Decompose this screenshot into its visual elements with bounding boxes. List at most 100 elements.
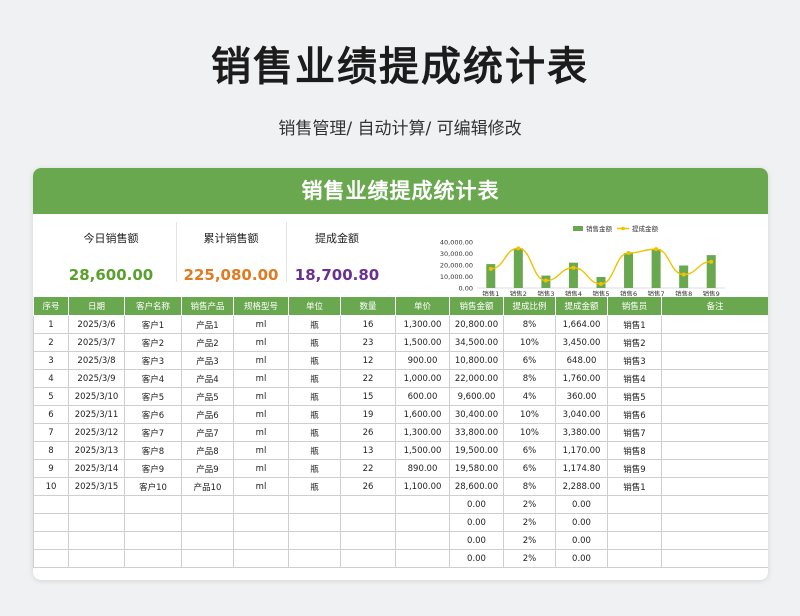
table-row[interactable]: 4 2025/3/9 客户4 产品4 ml 瓶 22 1,000.00 22,000.00 8% 1… (33, 369, 768, 388)
table-cell[interactable]: 4 (33, 369, 69, 388)
table-cell[interactable]: 10,800.00 (449, 351, 504, 370)
table-cell[interactable]: 1,300.00 (395, 315, 450, 334)
table-cell[interactable]: 7 (33, 423, 69, 442)
table-cell[interactable]: 10 (33, 477, 69, 496)
table-cell[interactable]: 客户8 (124, 441, 182, 460)
table-cell[interactable] (661, 531, 768, 550)
table-cell[interactable] (395, 531, 450, 550)
table-cell[interactable]: 6 (33, 405, 69, 424)
table-row[interactable]: 0.00 2% 0.00 (33, 495, 768, 514)
table-cell[interactable] (395, 513, 450, 532)
table-cell[interactable]: 销售4 (607, 369, 662, 388)
table-cell[interactable] (68, 513, 125, 532)
table-cell[interactable]: 产品1 (181, 315, 234, 334)
table-cell[interactable]: 9,600.00 (449, 387, 504, 406)
table-cell[interactable] (288, 549, 341, 568)
table-cell[interactable] (395, 549, 450, 568)
table-cell[interactable]: 客户5 (124, 387, 182, 406)
table-cell[interactable] (33, 531, 69, 550)
table-cell[interactable]: 15 (340, 387, 396, 406)
table-cell[interactable] (68, 495, 125, 514)
table-cell[interactable]: 产品5 (181, 387, 234, 406)
table-cell[interactable] (661, 369, 768, 388)
table-cell[interactable]: 2025/3/15 (68, 477, 125, 496)
table-cell[interactable]: ml (233, 405, 289, 424)
table-cell[interactable]: 1,664.00 (555, 315, 608, 334)
table-cell[interactable]: 瓶 (288, 315, 341, 334)
table-cell[interactable] (233, 513, 289, 532)
table-cell[interactable]: 2025/3/11 (68, 405, 125, 424)
table-cell[interactable]: 客户7 (124, 423, 182, 442)
table-cell[interactable] (661, 351, 768, 370)
table-cell[interactable] (288, 513, 341, 532)
table-cell[interactable]: 销售6 (607, 405, 662, 424)
table-cell[interactable]: 2025/3/13 (68, 441, 125, 460)
table-cell[interactable]: 30,400.00 (449, 405, 504, 424)
table-cell[interactable]: 产品8 (181, 441, 234, 460)
table-cell[interactable]: 8 (33, 441, 69, 460)
table-cell[interactable] (181, 495, 234, 514)
table-cell[interactable]: ml (233, 441, 289, 460)
table-cell[interactable]: 0.00 (555, 531, 608, 550)
table-cell[interactable]: ml (233, 387, 289, 406)
table-cell[interactable]: 6% (503, 441, 556, 460)
table-cell[interactable]: 产品6 (181, 405, 234, 424)
table-cell[interactable]: 6% (503, 351, 556, 370)
table-cell[interactable] (233, 549, 289, 568)
table-cell[interactable]: 瓶 (288, 369, 341, 388)
table-cell[interactable]: 1,500.00 (395, 333, 450, 352)
table-cell[interactable]: 客户4 (124, 369, 182, 388)
table-cell[interactable]: 360.00 (555, 387, 608, 406)
table-cell[interactable]: 600.00 (395, 387, 450, 406)
table-cell[interactable]: 3,040.00 (555, 405, 608, 424)
table-cell[interactable]: 瓶 (288, 405, 341, 424)
table-cell[interactable]: ml (233, 477, 289, 496)
table-cell[interactable]: 客户2 (124, 333, 182, 352)
table-cell[interactable]: ml (233, 333, 289, 352)
table-cell[interactable]: 2025/3/9 (68, 369, 125, 388)
table-cell[interactable]: 890.00 (395, 459, 450, 478)
table-cell[interactable]: 客户1 (124, 315, 182, 334)
table-cell[interactable]: 900.00 (395, 351, 450, 370)
table-cell[interactable]: 3,380.00 (555, 423, 608, 442)
table-row[interactable]: 0.00 2% 0.00 (33, 513, 768, 532)
table-cell[interactable]: ml (233, 315, 289, 334)
table-cell[interactable]: 22,000.00 (449, 369, 504, 388)
table-cell[interactable] (661, 441, 768, 460)
table-cell[interactable]: 10% (503, 405, 556, 424)
table-row[interactable]: 10 2025/3/15 客户10 产品10 ml 瓶 26 1,100.00 28,600.0… (33, 477, 768, 496)
table-cell[interactable]: 23 (340, 333, 396, 352)
table-cell[interactable]: 1,500.00 (395, 441, 450, 460)
table-row[interactable]: 0.00 2% 0.00 (33, 549, 768, 568)
table-cell[interactable] (288, 495, 341, 514)
table-cell[interactable]: 销售1 (607, 315, 662, 334)
table-cell[interactable] (33, 495, 69, 514)
table-cell[interactable]: 销售5 (607, 387, 662, 406)
table-cell[interactable]: 9 (33, 459, 69, 478)
table-cell[interactable]: 销售1 (607, 477, 662, 496)
table-cell[interactable]: 2025/3/12 (68, 423, 125, 442)
table-cell[interactable]: 13 (340, 441, 396, 460)
table-cell[interactable] (181, 513, 234, 532)
table-cell[interactable]: 5 (33, 387, 69, 406)
table-cell[interactable] (181, 549, 234, 568)
table-cell[interactable]: 16 (340, 315, 396, 334)
table-row[interactable]: 5 2025/3/10 客户5 产品5 ml 瓶 15 600.00 9,600.00 4% 360… (33, 387, 768, 406)
table-cell[interactable] (33, 513, 69, 532)
table-cell[interactable]: 1,000.00 (395, 369, 450, 388)
table-cell[interactable]: 0.00 (449, 513, 504, 532)
table-cell[interactable]: 0.00 (555, 549, 608, 568)
table-cell[interactable]: 8% (503, 369, 556, 388)
table-cell[interactable]: 销售3 (607, 351, 662, 370)
table-row[interactable]: 8 2025/3/13 客户8 产品8 ml 瓶 13 1,500.00 19,500.00 6%… (33, 441, 768, 460)
table-cell[interactable]: 客户10 (124, 477, 182, 496)
table-cell[interactable]: 3 (33, 351, 69, 370)
table-cell[interactable]: 2% (503, 531, 556, 550)
table-cell[interactable]: 10% (503, 423, 556, 442)
table-cell[interactable]: 2% (503, 549, 556, 568)
table-cell[interactable] (607, 531, 662, 550)
table-cell[interactable]: 1,600.00 (395, 405, 450, 424)
table-cell[interactable] (288, 531, 341, 550)
table-cell[interactable] (661, 333, 768, 352)
table-cell[interactable]: 12 (340, 351, 396, 370)
